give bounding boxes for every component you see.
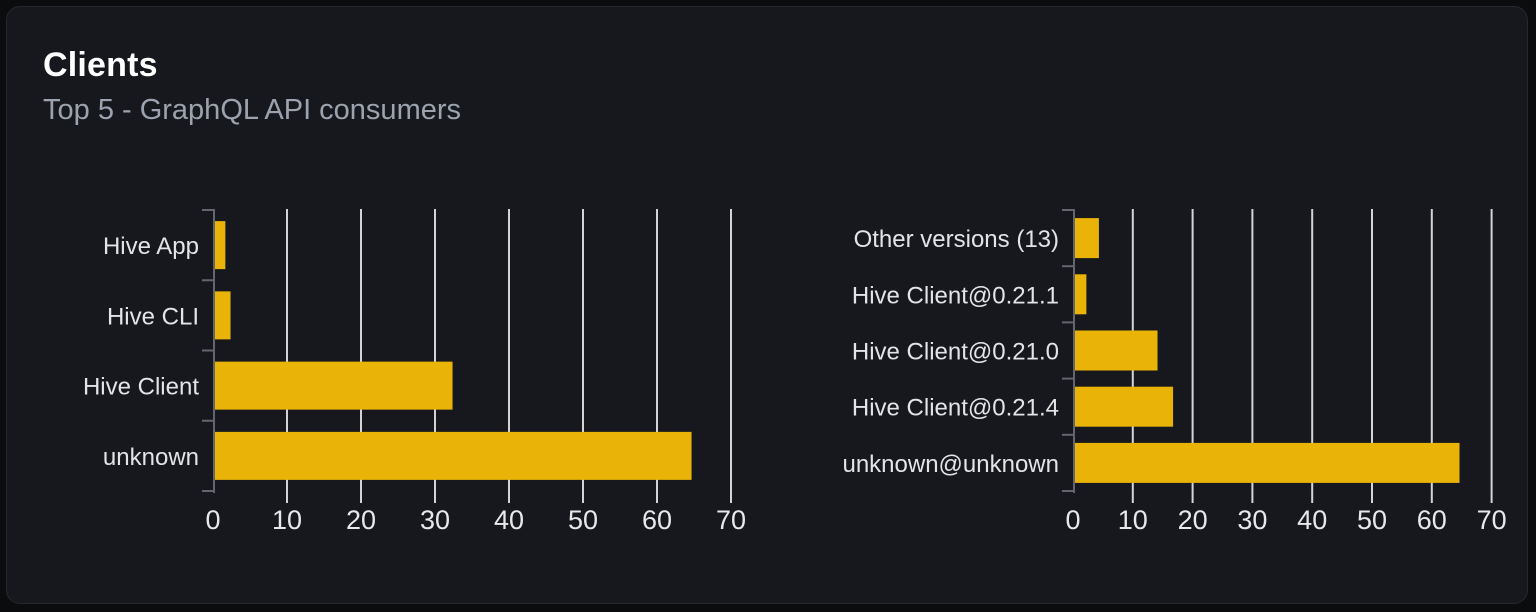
category-label-other-versions-13: Other versions (13) [854,226,1059,253]
card-subtitle: Top 5 - GraphQL API consumers [43,94,462,126]
x-axis-tick-label: 30 [420,505,450,535]
x-axis-tick-label: 10 [272,505,302,535]
category-label-hive-app: Hive App [103,233,199,260]
x-axis-tick-label: 20 [346,505,376,535]
x-axis-tick-label: 30 [1237,505,1267,535]
bar-hive-cli[interactable] [215,291,231,340]
x-axis-tick-label: 0 [205,505,220,535]
category-label-unknown: unknown [103,444,199,471]
client-versions-bar-chart: 0 10 20 30 40 50 60 70 Other versions (13) Hive C… [842,209,1507,535]
category-label-hive-client-0-21-0: Hive Client@0.21.0 [852,339,1059,366]
x-axis-tick-label: 70 [1477,505,1507,535]
bar-hive-app[interactable] [215,221,226,270]
bar-unknown[interactable] [215,431,692,480]
bar-hive-client-0-21-0[interactable] [1075,330,1158,371]
x-axis-tick-label: 50 [1357,505,1387,535]
x-axis-tick-label: 70 [716,505,746,535]
x-axis-tick-label: 40 [1297,505,1327,535]
category-label-unknown-unknown: unknown@unknown [842,451,1059,478]
bar-hive-client-0-21-4[interactable] [1075,386,1174,427]
bar-other-versions-13[interactable] [1075,218,1099,259]
bar-hive-client[interactable] [215,361,453,410]
x-axis-tick-label: 10 [1118,505,1148,535]
category-label-hive-cli: Hive CLI [107,303,199,330]
bar-hive-client-0-21-1[interactable] [1075,274,1087,315]
x-axis-tick-label: 50 [568,505,598,535]
clients-bar-chart: 0 10 20 30 40 50 60 70 Hive App Hive CLI Hive Clie… [83,209,746,535]
category-label-hive-client-0-21-1: Hive Client@0.21.1 [852,282,1059,309]
card-title: Clients [43,46,158,84]
x-axis-tick-label: 60 [642,505,672,535]
x-axis-tick-label: 20 [1178,505,1208,535]
x-axis-tick-label: 0 [1065,505,1080,535]
x-axis-tick-label: 60 [1417,505,1447,535]
clients-card [6,6,1528,604]
bar-unknown-unknown[interactable] [1075,442,1460,483]
category-label-hive-client: Hive Client [83,374,199,401]
x-axis-tick-label: 40 [494,505,524,535]
category-label-hive-client-0-21-4: Hive Client@0.21.4 [852,395,1059,422]
